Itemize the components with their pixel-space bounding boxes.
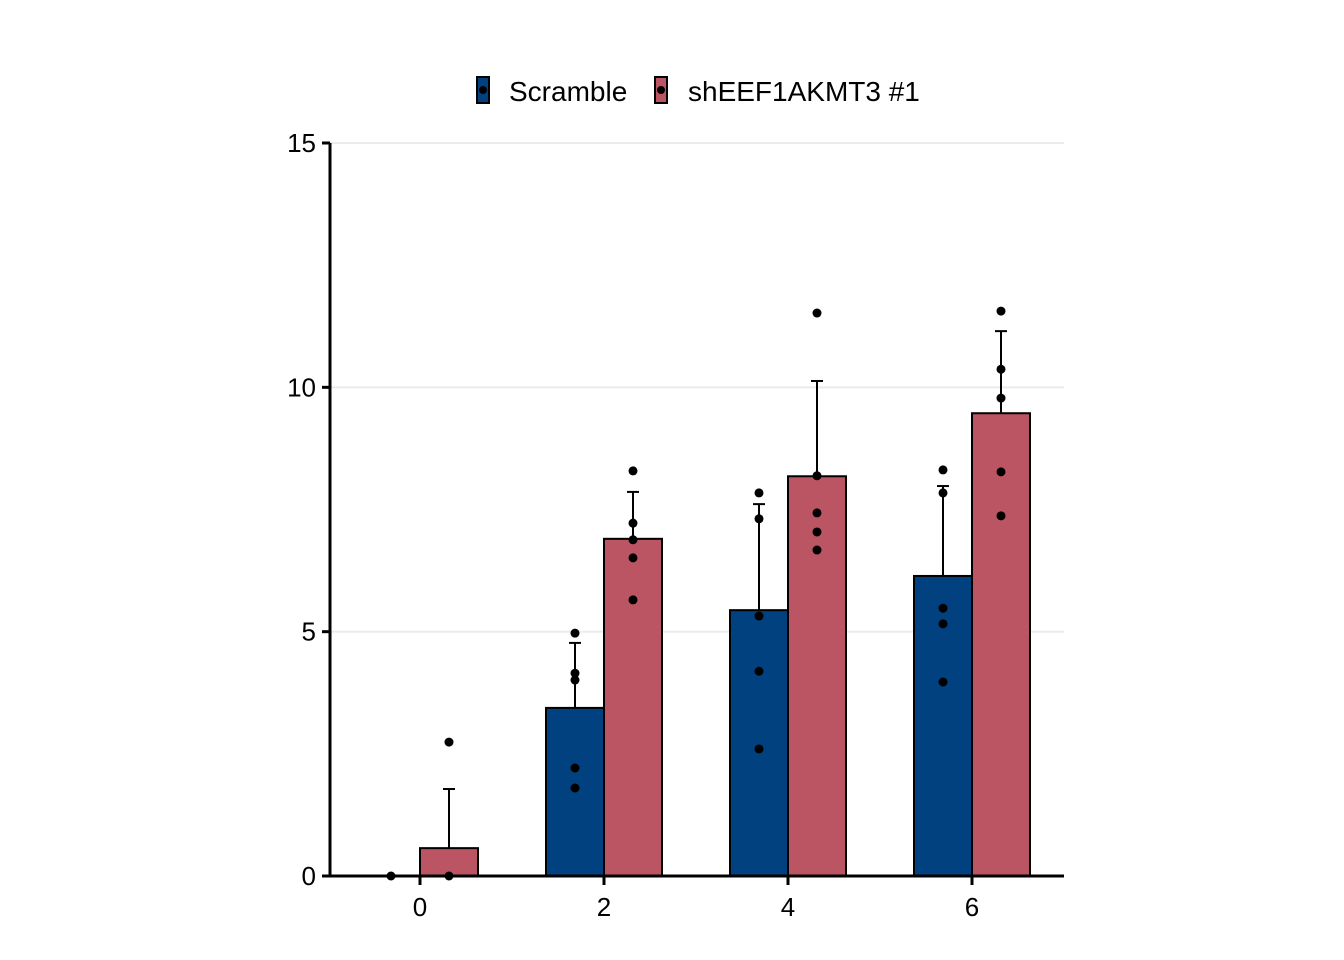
point-scramble-4 <box>754 488 764 498</box>
point-sheef1akmt3-1-6 <box>996 393 1006 403</box>
y-tick-label: 15 <box>287 128 316 158</box>
point-scramble-2 <box>570 628 580 638</box>
point-sheef1akmt3-1-4 <box>812 508 822 518</box>
point-scramble-2 <box>570 668 580 678</box>
gridlines <box>330 142 1064 633</box>
y-ticks: 0 5 10 15 <box>287 128 330 891</box>
bar-sheef1akmt3-1-6 <box>971 412 1031 877</box>
point-sheef1akmt3-1-4 <box>812 545 822 555</box>
bar-sheef1akmt3-1-2 <box>603 537 663 877</box>
point-scramble-2 <box>570 675 580 685</box>
point-scramble-2 <box>570 763 580 773</box>
point-sheef1akmt3-1-2 <box>628 518 638 528</box>
point-sheef1akmt3-1-6 <box>996 511 1006 521</box>
point-scramble-6 <box>938 465 948 475</box>
point-scramble-6 <box>938 603 948 613</box>
bars <box>419 412 1031 878</box>
y-tick-label: 5 <box>302 617 316 647</box>
bar-scramble-4 <box>729 609 789 877</box>
x-tick-label: 2 <box>597 892 611 922</box>
legend-item-scramble: Scramble <box>476 76 627 107</box>
point-sheef1akmt3-1-0 <box>444 737 454 747</box>
point-sheef1akmt3-1-6 <box>996 467 1006 477</box>
point-scramble-4 <box>754 666 764 676</box>
legend-dot-icon <box>479 86 487 94</box>
point-scramble-6 <box>938 619 948 629</box>
point-scramble-4 <box>754 514 764 524</box>
point-sheef1akmt3-1-2 <box>628 466 638 476</box>
point-scramble-6 <box>938 677 948 687</box>
point-sheef1akmt3-1-4 <box>812 527 822 537</box>
point-sheef1akmt3-1-4 <box>812 471 822 481</box>
legend-label-sheef1akmt3: shEEF1AKMT3 #1 <box>688 76 920 107</box>
point-sheef1akmt3-1-4 <box>812 308 822 318</box>
point-sheef1akmt3-1-2 <box>628 553 638 563</box>
y-tick-label: 10 <box>287 372 316 402</box>
point-scramble-4 <box>754 744 764 754</box>
legend-dot-icon <box>657 86 665 94</box>
data-points <box>386 306 1006 881</box>
point-sheef1akmt3-1-6 <box>996 306 1006 316</box>
x-tick-label: 0 <box>413 892 427 922</box>
legend-label-scramble: Scramble <box>509 76 627 107</box>
point-scramble-4 <box>754 611 764 621</box>
legend: Scramble shEEF1AKMT3 #1 <box>476 76 920 107</box>
y-tick-label: 0 <box>302 861 316 891</box>
point-sheef1akmt3-1-2 <box>628 535 638 545</box>
legend-item-sheef1akmt3: shEEF1AKMT3 #1 <box>654 76 920 107</box>
point-sheef1akmt3-1-6 <box>996 364 1006 374</box>
x-tick-label: 4 <box>781 892 795 922</box>
point-scramble-2 <box>570 783 580 793</box>
point-scramble-6 <box>938 488 948 498</box>
bar-sheef1akmt3-1-0 <box>419 847 479 877</box>
point-sheef1akmt3-1-2 <box>628 595 638 605</box>
x-tick-label: 6 <box>965 892 979 922</box>
axes <box>328 143 1064 878</box>
x-ticks: 0 2 4 6 <box>413 876 979 922</box>
